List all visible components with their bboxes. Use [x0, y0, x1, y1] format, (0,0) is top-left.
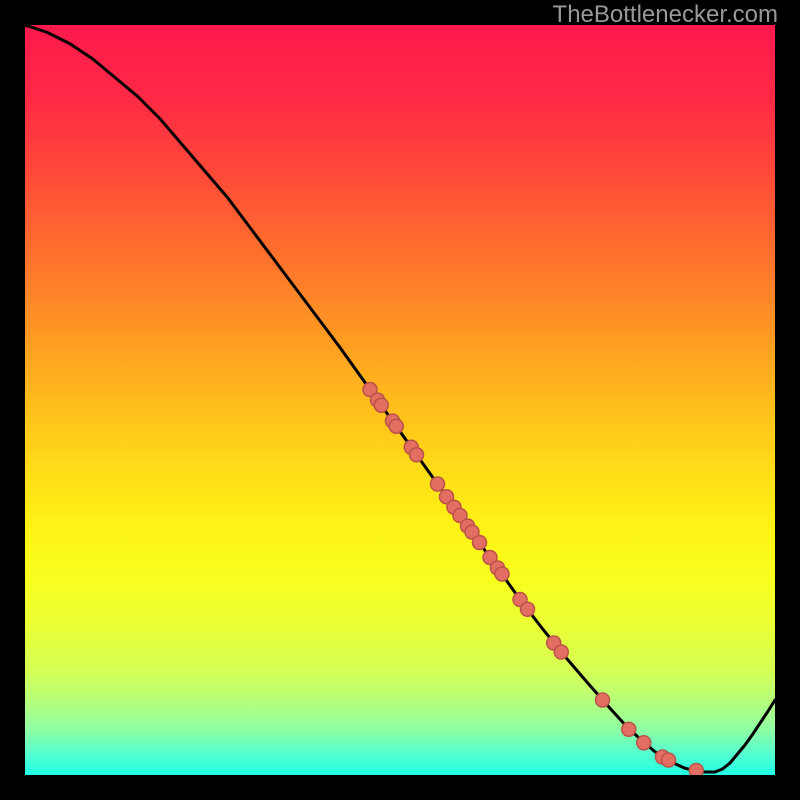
data-marker — [637, 736, 651, 750]
data-marker — [689, 764, 703, 776]
data-marker — [495, 567, 509, 581]
data-marker — [662, 753, 676, 767]
data-marker — [622, 722, 636, 736]
data-marker — [410, 448, 424, 462]
data-marker — [554, 645, 568, 659]
data-marker — [473, 536, 487, 550]
data-marker — [374, 398, 388, 412]
data-marker — [521, 602, 535, 616]
gradient-background — [25, 25, 775, 775]
plot-area — [25, 25, 775, 775]
data-marker — [431, 477, 445, 491]
watermark-text: TheBottlenecker.com — [553, 1, 778, 29]
data-marker — [389, 419, 403, 433]
chart-canvas: TheBottlenecker.com — [0, 0, 800, 800]
chart-svg — [25, 25, 775, 775]
data-marker — [596, 693, 610, 707]
